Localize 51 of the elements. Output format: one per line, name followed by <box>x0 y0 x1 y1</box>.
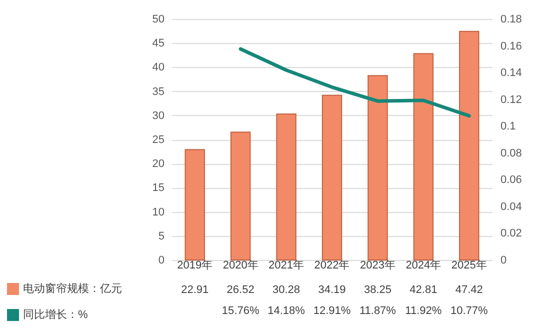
y2-tick-label: 0.06 <box>500 174 522 186</box>
data-label: 15.76% <box>222 305 260 317</box>
x-tick-label: 2025年 <box>451 260 487 272</box>
y2-tick-label: 0.12 <box>500 94 522 106</box>
bar <box>413 53 434 260</box>
y2-tick-label: 0.02 <box>500 228 522 240</box>
legend-label: 电动窗帘规模：亿元 <box>23 282 122 295</box>
y-tick-label: 5 <box>158 230 164 242</box>
data-label: 42.81 <box>410 284 438 296</box>
x-tick-label: 2020年 <box>222 260 258 272</box>
y2-tick-label: 0.18 <box>500 14 522 26</box>
y2-tick-label: 0.08 <box>500 147 522 160</box>
data-label: 30.28 <box>272 284 300 296</box>
data-label: 12.91% <box>313 305 351 317</box>
x-tick-label: 2019年 <box>177 260 213 272</box>
data-label: 38.25 <box>364 284 392 296</box>
x-tick-label: 2023年 <box>360 260 396 272</box>
y2-tick-label: 0.16 <box>500 40 522 52</box>
y-tick-label: 10 <box>152 206 164 218</box>
data-label: 34.19 <box>318 284 346 296</box>
y-tick-label: 40 <box>152 62 164 74</box>
y-tick-label: 20 <box>152 158 164 170</box>
data-label: 10.77% <box>450 305 488 317</box>
bar <box>230 132 251 260</box>
x-tick-label: 2024年 <box>406 260 442 272</box>
y2-tick-label: 0.1 <box>500 120 516 133</box>
x-tick-label: 2021年 <box>268 260 304 272</box>
y-tick-label: 25 <box>152 134 164 146</box>
y-tick-label: 30 <box>152 110 164 122</box>
x-tick-label: 2022年 <box>314 260 350 272</box>
y-tick-label: 45 <box>152 38 164 50</box>
bar <box>368 75 388 260</box>
legend-label: 同比增长：% <box>23 308 88 321</box>
bar <box>322 94 342 260</box>
bar <box>276 114 296 260</box>
data-label: 22.91 <box>181 284 209 296</box>
data-label: 14.18% <box>268 305 306 317</box>
line-series <box>238 47 471 118</box>
y2-tick-label: 0.14 <box>500 67 522 80</box>
bar <box>459 30 480 260</box>
data-label: 11.87% <box>359 305 396 317</box>
data-label: 26.52 <box>226 284 254 296</box>
y2-tick-label: 0.04 <box>500 200 522 213</box>
data-label: 11.92% <box>405 305 442 317</box>
y-tick-label: 35 <box>152 86 164 98</box>
y-tick-label: 0 <box>158 254 164 266</box>
y2-tick-label: 0 <box>500 254 507 266</box>
bar <box>184 149 205 260</box>
y-tick-label: 15 <box>152 182 164 194</box>
data-label: 47.42 <box>455 284 483 296</box>
y-tick-label: 50 <box>152 14 164 26</box>
